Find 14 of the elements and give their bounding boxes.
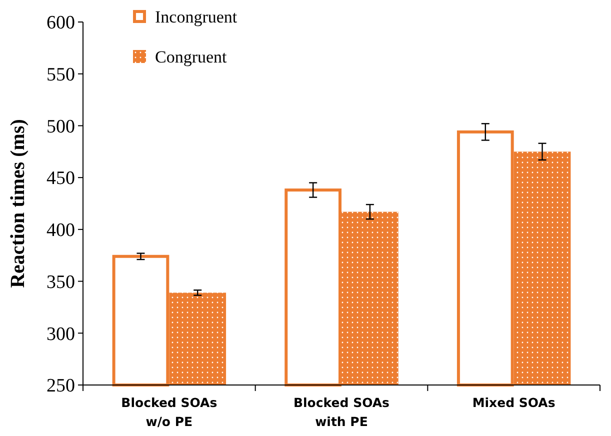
x-tick-label: Blocked SOAs w/o PE: [121, 395, 218, 429]
y-tick-label: 350: [46, 272, 75, 293]
legend-label: Congruent: [155, 47, 228, 66]
y-tick-label: 550: [46, 64, 75, 86]
y-tick-label: 450: [46, 168, 75, 190]
y-axis-title: Reaction times (ms): [7, 119, 29, 288]
x-tick-label: Mixed SOAs: [472, 395, 556, 410]
y-tick-label: 600: [46, 12, 75, 34]
y-tick-label: 500: [46, 116, 75, 138]
y-tick-label: 400: [46, 220, 75, 242]
y-tick-label: 250: [46, 376, 75, 397]
x-tick-label: Blocked SOAs with PE: [294, 395, 390, 429]
y-tick-label: 300: [46, 324, 75, 345]
legend-label: Incongruent: [155, 7, 238, 26]
